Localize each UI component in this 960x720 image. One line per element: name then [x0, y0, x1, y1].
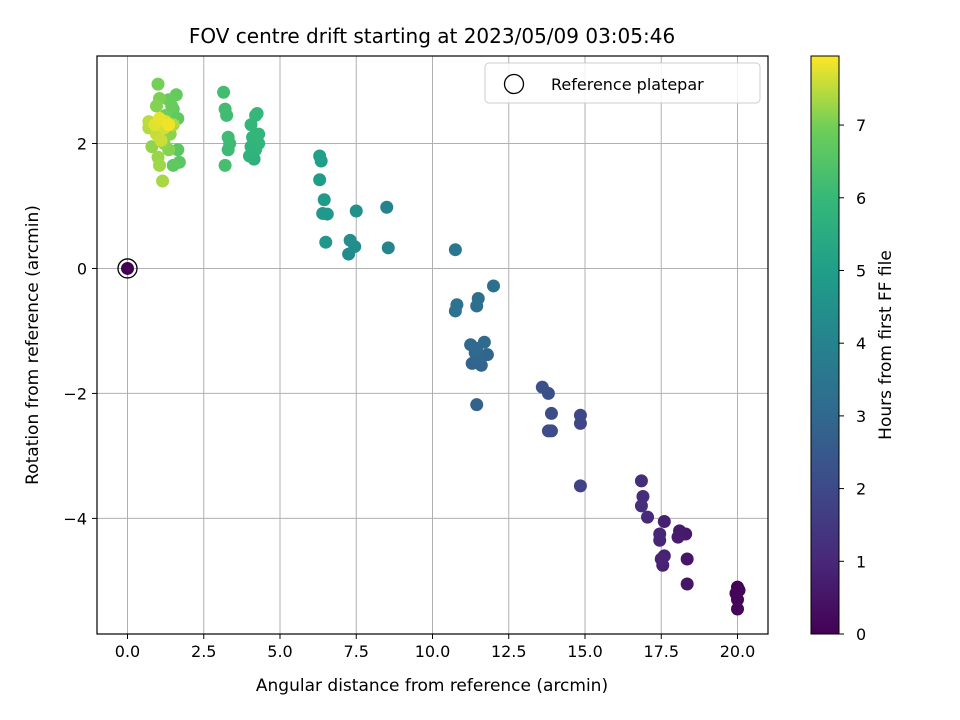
x-tick-label: 7.5: [344, 642, 369, 661]
data-point: [448, 304, 462, 318]
data-point: [671, 530, 685, 544]
reference-marker-group: [117, 258, 138, 279]
data-point: [654, 552, 668, 566]
colorbar-tick-label: 6: [856, 189, 866, 208]
y-axis-ticks: −4 −2 0 2: [63, 134, 97, 528]
colorbar-tick-label: 1: [856, 552, 866, 571]
colorbar-ticks: 0 1 2 3 4 5 6 7: [839, 116, 866, 644]
data-point: [349, 204, 363, 218]
grid: [97, 56, 768, 634]
reference-point-fill: [121, 261, 134, 275]
x-axis-label: Angular distance from reference (arcmin): [256, 676, 608, 696]
data-point: [151, 77, 165, 91]
data-point: [145, 140, 159, 154]
legend-entry-reference: Reference platepar: [551, 75, 704, 94]
data-point: [487, 279, 500, 293]
data-point: [217, 85, 231, 99]
colorbar-tick-label: 3: [856, 407, 866, 426]
data-point: [380, 200, 394, 214]
data-point: [544, 406, 558, 420]
colorbar-tick-label: 4: [856, 334, 866, 353]
data-point: [680, 577, 694, 591]
data-point: [731, 602, 744, 616]
data-point: [153, 158, 167, 172]
data-point: [448, 243, 462, 257]
data-point: [343, 233, 357, 247]
reference-platepar-marker: [117, 258, 138, 279]
data-point: [541, 424, 555, 438]
data-point: [317, 193, 331, 207]
data-point: [218, 158, 232, 172]
y-tick-label: 2: [77, 134, 87, 153]
colorbar-tick-label: 0: [856, 625, 866, 644]
colorbar-tick-label: 5: [856, 261, 866, 280]
x-axis-ticks: 0.0 2.5 5.0 7.5 10.0 12.5 15.0 17.5 20.0: [115, 634, 756, 661]
data-point: [535, 380, 549, 394]
data-point: [319, 235, 333, 249]
y-tick-label: −2: [63, 384, 87, 403]
y-tick-label: −4: [63, 509, 87, 528]
data-point: [221, 130, 235, 144]
data-points: [142, 77, 746, 616]
data-point: [313, 173, 327, 187]
data-point: [641, 510, 655, 524]
x-tick-label: 10.0: [415, 642, 451, 661]
data-point: [171, 143, 185, 157]
data-point: [680, 552, 694, 566]
data-point: [316, 206, 330, 220]
colorbar-tick-label: 7: [856, 116, 866, 135]
data-point: [149, 99, 163, 113]
data-point: [156, 174, 170, 188]
data-point: [470, 398, 484, 412]
chart-title: FOV centre drift starting at 2023/05/09 …: [189, 24, 675, 48]
y-axis-label: Rotation from reference (arcmin): [23, 205, 43, 485]
data-point: [218, 102, 232, 116]
x-tick-label: 17.5: [643, 642, 679, 661]
colorbar-tick-label: 2: [856, 480, 866, 499]
data-point: [653, 527, 667, 541]
data-point: [313, 149, 327, 163]
legend-box: [484, 62, 761, 104]
data-point: [657, 515, 671, 529]
data-point: [154, 133, 168, 147]
data-point: [250, 106, 264, 120]
x-tick-label: 12.5: [491, 642, 527, 661]
data-point: [471, 291, 485, 305]
colorbar-label: Hours from first FF file: [876, 250, 896, 440]
data-point: [252, 127, 266, 141]
data-point: [634, 499, 648, 513]
x-tick-label: 15.0: [567, 642, 603, 661]
x-tick-label: 20.0: [720, 642, 756, 661]
data-point: [731, 593, 744, 607]
data-point: [162, 118, 176, 132]
legend-marker-icon: [503, 73, 525, 95]
data-point: [573, 408, 587, 422]
y-tick-label: 0: [77, 259, 87, 278]
data-point: [381, 241, 395, 255]
data-point: [166, 158, 180, 172]
data-point: [573, 479, 587, 493]
legend: Reference platepar: [484, 62, 761, 104]
data-point: [634, 474, 648, 488]
data-point: [165, 99, 179, 113]
data-point: [470, 341, 484, 355]
colorbar: [810, 55, 840, 635]
x-tick-label: 5.0: [267, 642, 292, 661]
data-point: [153, 111, 167, 125]
x-tick-label: 0.0: [115, 642, 140, 661]
x-tick-label: 2.5: [191, 642, 216, 661]
